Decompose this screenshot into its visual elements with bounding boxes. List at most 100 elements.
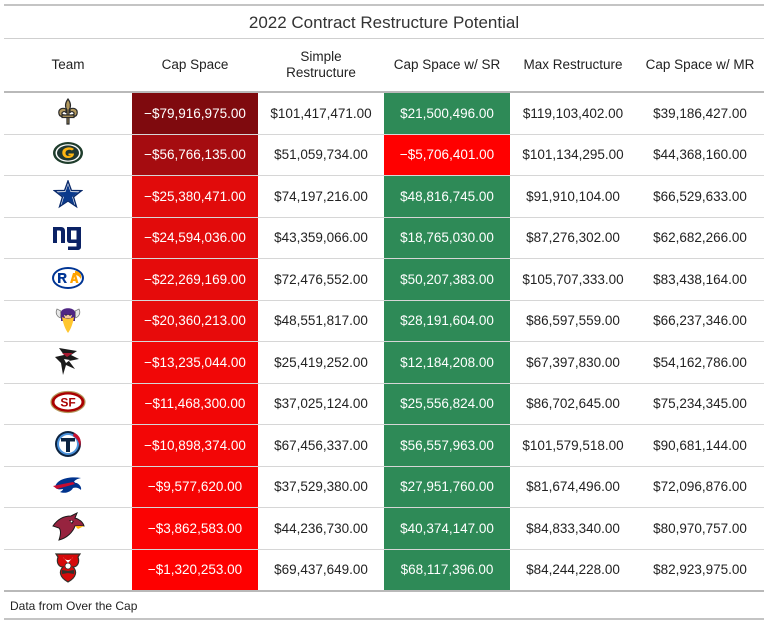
max-restructure-cell: $84,833,340.00	[510, 507, 636, 550]
cap-space-mr-cell: $90,681,144.00	[636, 424, 764, 467]
svg-text:SF: SF	[60, 396, 75, 410]
cardinals-logo-icon	[4, 511, 132, 545]
cap-space-mr-cell: $54,162,786.00	[636, 341, 764, 384]
team-cell: SF	[4, 383, 132, 425]
simple-restructure-cell: $74,197,216.00	[258, 175, 384, 218]
cap-space-mr-cell: $75,234,345.00	[636, 383, 764, 425]
simple-restructure-cell: $37,025,124.00	[258, 383, 384, 425]
header-simple-restructure: Simple Restructure	[258, 39, 384, 93]
cap-space-cell: −$3,862,583.00	[132, 507, 258, 550]
cap-space-mr-cell: $80,970,757.00	[636, 507, 764, 550]
table-row: −$22,269,169.00 $72,476,552.00 $50,207,383…	[4, 258, 764, 301]
vikings-logo-icon	[4, 303, 132, 338]
buccaneers-logo-icon	[4, 551, 132, 588]
titans-logo-icon	[4, 429, 132, 462]
cap-space-cell: −$22,269,169.00	[132, 258, 258, 301]
bills-logo-icon	[4, 473, 132, 500]
cap-space-sr-cell: $50,207,383.00	[384, 258, 510, 301]
cap-space-mr-cell: $44,368,160.00	[636, 134, 764, 176]
49ers-logo-icon: SF	[4, 390, 132, 417]
table-row: −$9,577,620.00 $37,529,380.00 $27,951,760.…	[4, 466, 764, 508]
cap-space-mr-cell: $72,096,876.00	[636, 466, 764, 508]
table-row: SF −$11,468,300.00 $37,025,124.00 $25,556,8…	[4, 383, 764, 425]
header-cap-space-sr: Cap Space w/ SR	[384, 39, 510, 93]
restructure-table: Team Cap Space Simple Restructure Cap Spa…	[4, 39, 764, 592]
cap-space-cell: −$24,594,036.00	[132, 217, 258, 259]
rams-logo-icon	[4, 266, 132, 293]
cap-space-mr-cell: $83,438,164.00	[636, 258, 764, 301]
table-row: −$25,380,471.00 $74,197,216.00 $48,816,745…	[4, 175, 764, 218]
table-row: −$3,862,583.00 $44,236,730.00 $40,374,147.…	[4, 507, 764, 550]
cap-space-mr-cell: $39,186,427.00	[636, 92, 764, 135]
table-row: −$1,320,253.00 $69,437,649.00 $68,117,396.…	[4, 549, 764, 592]
cap-space-sr-cell: $48,816,745.00	[384, 175, 510, 218]
header-row: Team Cap Space Simple Restructure Cap Spa…	[4, 39, 764, 93]
falcons-logo-icon	[4, 345, 132, 380]
saints-logo-icon	[4, 97, 132, 130]
table-body: −$79,916,975.00 $101,417,471.00 $21,500,49…	[4, 92, 764, 592]
simple-restructure-cell: $25,419,252.00	[258, 341, 384, 384]
table-row: −$56,766,135.00 $51,059,734.00 −$5,706,401…	[4, 134, 764, 176]
cap-space-mr-cell: $66,237,346.00	[636, 300, 764, 342]
team-cell	[4, 466, 132, 508]
max-restructure-cell: $91,910,104.00	[510, 175, 636, 218]
simple-restructure-cell: $51,059,734.00	[258, 134, 384, 176]
cap-space-sr-cell: $25,556,824.00	[384, 383, 510, 425]
header-team: Team	[4, 39, 132, 93]
header-cap-space: Cap Space	[132, 39, 258, 93]
cap-space-sr-cell: $40,374,147.00	[384, 507, 510, 550]
cap-space-cell: −$11,468,300.00	[132, 383, 258, 425]
team-cell	[4, 424, 132, 467]
max-restructure-cell: $86,702,645.00	[510, 383, 636, 425]
simple-restructure-cell: $43,359,066.00	[258, 217, 384, 259]
source-note: Data from Over the Cap	[4, 592, 764, 620]
team-cell	[4, 341, 132, 384]
max-restructure-cell: $81,674,496.00	[510, 466, 636, 508]
max-restructure-cell: $87,276,302.00	[510, 217, 636, 259]
cowboys-logo-icon	[4, 178, 132, 213]
team-cell	[4, 258, 132, 301]
table-row: −$24,594,036.00 $43,359,066.00 $18,765,030…	[4, 217, 764, 259]
max-restructure-cell: $105,707,333.00	[510, 258, 636, 301]
cap-space-sr-cell: $12,184,208.00	[384, 341, 510, 384]
table-card: 2022 Contract Restructure Potential Team…	[4, 4, 764, 620]
cap-space-sr-cell: $18,765,030.00	[384, 217, 510, 259]
cap-space-sr-cell: $68,117,396.00	[384, 549, 510, 592]
cap-space-cell: −$10,898,374.00	[132, 424, 258, 467]
simple-restructure-cell: $69,437,649.00	[258, 549, 384, 592]
cap-space-sr-cell: $27,951,760.00	[384, 466, 510, 508]
header-max-restructure: Max Restructure	[510, 39, 636, 93]
cap-space-mr-cell: $82,923,975.00	[636, 549, 764, 592]
cap-space-sr-cell: −$5,706,401.00	[384, 134, 510, 176]
cap-space-cell: −$79,916,975.00	[132, 92, 258, 135]
max-restructure-cell: $86,597,559.00	[510, 300, 636, 342]
table-row: −$79,916,975.00 $101,417,471.00 $21,500,49…	[4, 92, 764, 135]
simple-restructure-cell: $72,476,552.00	[258, 258, 384, 301]
table-row: −$10,898,374.00 $67,456,337.00 $56,557,963…	[4, 424, 764, 467]
cap-space-sr-cell: $21,500,496.00	[384, 92, 510, 135]
simple-restructure-cell: $44,236,730.00	[258, 507, 384, 550]
table-row: −$13,235,044.00 $25,419,252.00 $12,184,208…	[4, 341, 764, 384]
giants-logo-icon	[4, 221, 132, 254]
max-restructure-cell: $101,579,518.00	[510, 424, 636, 467]
cap-space-sr-cell: $28,191,604.00	[384, 300, 510, 342]
team-cell	[4, 507, 132, 550]
team-cell	[4, 92, 132, 135]
cap-space-cell: −$56,766,135.00	[132, 134, 258, 176]
header-cap-space-mr: Cap Space w/ MR	[636, 39, 764, 93]
max-restructure-cell: $67,397,830.00	[510, 341, 636, 384]
cap-space-cell: −$1,320,253.00	[132, 549, 258, 592]
cap-space-cell: −$20,360,213.00	[132, 300, 258, 342]
team-cell	[4, 300, 132, 342]
max-restructure-cell: $101,134,295.00	[510, 134, 636, 176]
simple-restructure-cell: $67,456,337.00	[258, 424, 384, 467]
cap-space-mr-cell: $62,682,266.00	[636, 217, 764, 259]
cap-space-cell: −$13,235,044.00	[132, 341, 258, 384]
table-title: 2022 Contract Restructure Potential	[4, 4, 764, 39]
cap-space-mr-cell: $66,529,633.00	[636, 175, 764, 218]
table-row: −$20,360,213.00 $48,551,817.00 $28,191,604…	[4, 300, 764, 342]
team-cell	[4, 217, 132, 259]
simple-restructure-cell: $37,529,380.00	[258, 466, 384, 508]
cap-space-sr-cell: $56,557,963.00	[384, 424, 510, 467]
simple-restructure-cell: $48,551,817.00	[258, 300, 384, 342]
